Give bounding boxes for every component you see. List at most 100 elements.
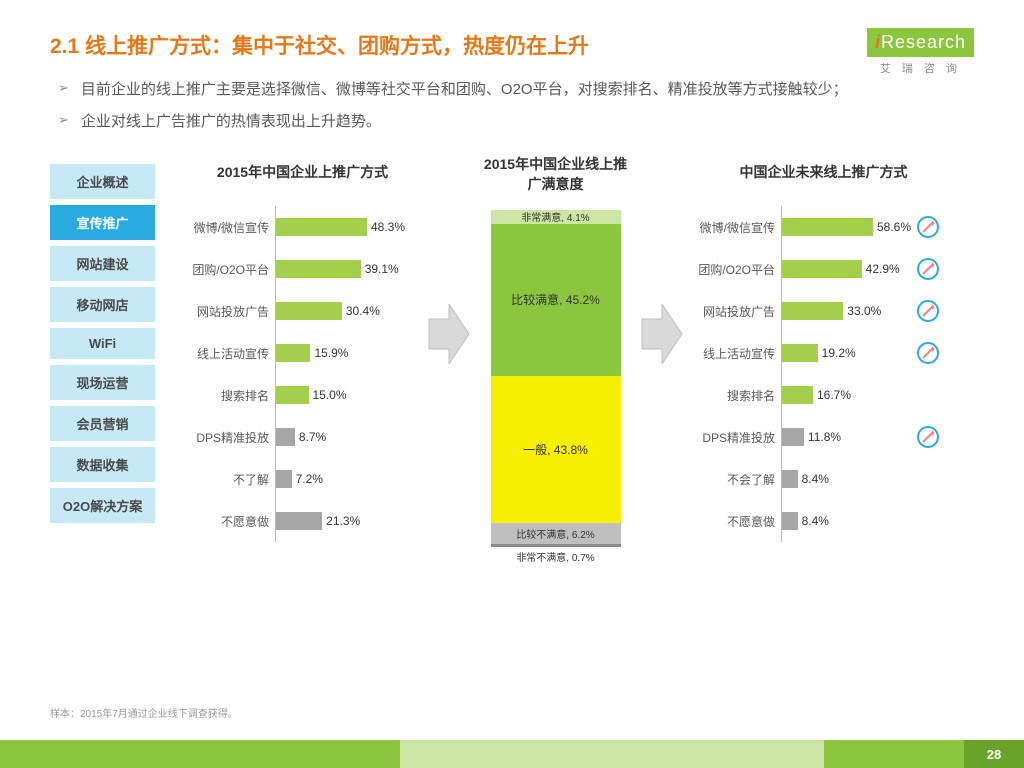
bar-value: 58.6% (877, 220, 911, 234)
bar-fill (276, 344, 310, 362)
bar-row: 微博/微信宣传 48.3% (185, 206, 420, 248)
bar-row: 线上活动宣传 15.9% (185, 332, 420, 374)
sidebar-tab[interactable]: 企业概述 (50, 164, 155, 199)
stacked-segment: 一般, 43.8% (491, 376, 621, 523)
chart2: 非常满意, 4.1%比较满意, 45.2%一般, 43.8%比较不满意, 6.2… (491, 210, 621, 550)
bar-fill (276, 470, 292, 488)
bullet-list: ➢ 目前企业的线上推广主要是选择微信、微博等社交平台和团购、O2O平台，对搜索排名… (58, 78, 974, 134)
stacked-segment: 比较不满意, 6.2% (491, 523, 621, 544)
arrow-icon (641, 304, 683, 364)
bar-value: 8.7% (299, 430, 326, 444)
bar-label: DPS精准投放 (185, 429, 275, 446)
bullet-icon: ➢ (58, 78, 69, 99)
bar-label: 团购/O2O平台 (185, 261, 275, 278)
bar-row: 网站投放广告 30.4% (185, 290, 420, 332)
bullet-icon: ➢ (58, 110, 69, 131)
sidebar-tab[interactable]: WiFi (50, 328, 155, 359)
bar-value: 42.9% (866, 262, 900, 276)
stacked-segment: 非常满意, 4.1% (491, 210, 621, 224)
bar-row: 不愿意做 8.4% (691, 500, 956, 542)
footer-bar: 28 (0, 740, 1024, 768)
bar-value: 7.2% (296, 472, 323, 486)
bullet-text: 目前企业的线上推广主要是选择微信、微博等社交平台和团购、O2O平台，对搜索排名、… (81, 78, 848, 102)
bar-label: 搜索排名 (691, 387, 781, 404)
bar-label: DPS精准投放 (691, 429, 781, 446)
bar-label: 不愿意做 (185, 513, 275, 530)
bar-fill (276, 260, 361, 278)
bar-label: 网站投放广告 (691, 303, 781, 320)
stacked-segment: 非常不满意, 0.7% (491, 544, 621, 547)
sidebar-tab[interactable]: 网站建设 (50, 246, 155, 281)
trend-up-icon (917, 342, 939, 364)
footnote: 样本：2015年7月通过企业线下调查获得。 (50, 705, 238, 720)
bar-row: 不会了解 8.4% (691, 458, 956, 500)
sidebar-tab[interactable]: 现场运营 (50, 365, 155, 400)
bar-row: 搜索排名 15.0% (185, 374, 420, 416)
bar-value: 15.0% (313, 388, 347, 402)
bar-value: 21.3% (326, 514, 360, 528)
bar-label: 网站投放广告 (185, 303, 275, 320)
page-number: 28 (964, 740, 1024, 768)
trend-up-icon (917, 426, 939, 448)
chart3-title: 中国企业未来线上推广方式 (691, 154, 956, 190)
bar-value: 30.4% (346, 304, 380, 318)
logo: iResearch 艾 瑞 咨 询 (867, 28, 974, 76)
sidebar-tab[interactable]: 移动网店 (50, 287, 155, 322)
bar-value: 16.7% (817, 388, 851, 402)
chart1: 微博/微信宣传 48.3% 团购/O2O平台 39.1% 网站投放广告 30.4% 线上活动… (185, 206, 420, 542)
bar-label: 线上活动宣传 (691, 345, 781, 362)
bar-fill (782, 218, 873, 236)
sidebar-tab[interactable]: 数据收集 (50, 447, 155, 482)
bar-fill (782, 512, 798, 530)
bar-label: 微博/微信宣传 (691, 219, 781, 236)
sidebar-tab[interactable]: 宣传推广 (50, 205, 155, 240)
bar-row: DPS精准投放 11.8% (691, 416, 956, 458)
bar-value: 8.4% (802, 472, 829, 486)
stacked-segment: 比较满意, 45.2% (491, 224, 621, 376)
bar-label: 微博/微信宣传 (185, 219, 275, 236)
chart2-title: 2015年中国企业线上推广满意度 (478, 154, 633, 194)
bar-row: 不了解 7.2% (185, 458, 420, 500)
bar-row: 不愿意做 21.3% (185, 500, 420, 542)
trend-up-icon (917, 258, 939, 280)
bar-value: 15.9% (314, 346, 348, 360)
bar-label: 团购/O2O平台 (691, 261, 781, 278)
chart3: 微博/微信宣传 58.6% 团购/O2O平台 42.9% 网站投放广告 33.0% 线上活动… (691, 206, 956, 542)
bar-value: 33.0% (847, 304, 881, 318)
bar-value: 19.2% (822, 346, 856, 360)
bar-value: 48.3% (371, 220, 405, 234)
bar-label: 线上活动宣传 (185, 345, 275, 362)
bar-fill (276, 428, 295, 446)
bar-fill (276, 218, 367, 236)
bar-fill (276, 512, 322, 530)
bar-fill (782, 470, 798, 488)
sidebar-tab[interactable]: 会员营销 (50, 406, 155, 441)
bar-value: 11.8% (808, 430, 841, 444)
bullet-text: 企业对线上广告推广的热情表现出上升趋势。 (81, 110, 381, 134)
bar-value: 39.1% (365, 262, 399, 276)
bar-fill (782, 344, 818, 362)
bar-label: 搜索排名 (185, 387, 275, 404)
sidebar-tab[interactable]: O2O解决方案 (50, 488, 155, 523)
bar-fill (782, 302, 843, 320)
bar-row: 微博/微信宣传 58.6% (691, 206, 956, 248)
bar-fill (782, 260, 862, 278)
bar-label: 不愿意做 (691, 513, 781, 530)
bar-row: 团购/O2O平台 42.9% (691, 248, 956, 290)
trend-up-icon (917, 300, 939, 322)
bar-row: 网站投放广告 33.0% (691, 290, 956, 332)
chart1-title: 2015年中国企业上推广方式 (185, 154, 420, 190)
bar-row: 搜索排名 16.7% (691, 374, 956, 416)
bar-fill (276, 302, 342, 320)
bar-value: 8.4% (802, 514, 829, 528)
trend-up-icon (917, 216, 939, 238)
bar-row: 线上活动宣传 19.2% (691, 332, 956, 374)
bar-label: 不了解 (185, 471, 275, 488)
bar-row: 团购/O2O平台 39.1% (185, 248, 420, 290)
bar-fill (782, 428, 804, 446)
bar-fill (276, 386, 309, 404)
bar-label: 不会了解 (691, 471, 781, 488)
bar-row: DPS精准投放 8.7% (185, 416, 420, 458)
arrow-icon (428, 304, 470, 364)
bar-fill (782, 386, 813, 404)
